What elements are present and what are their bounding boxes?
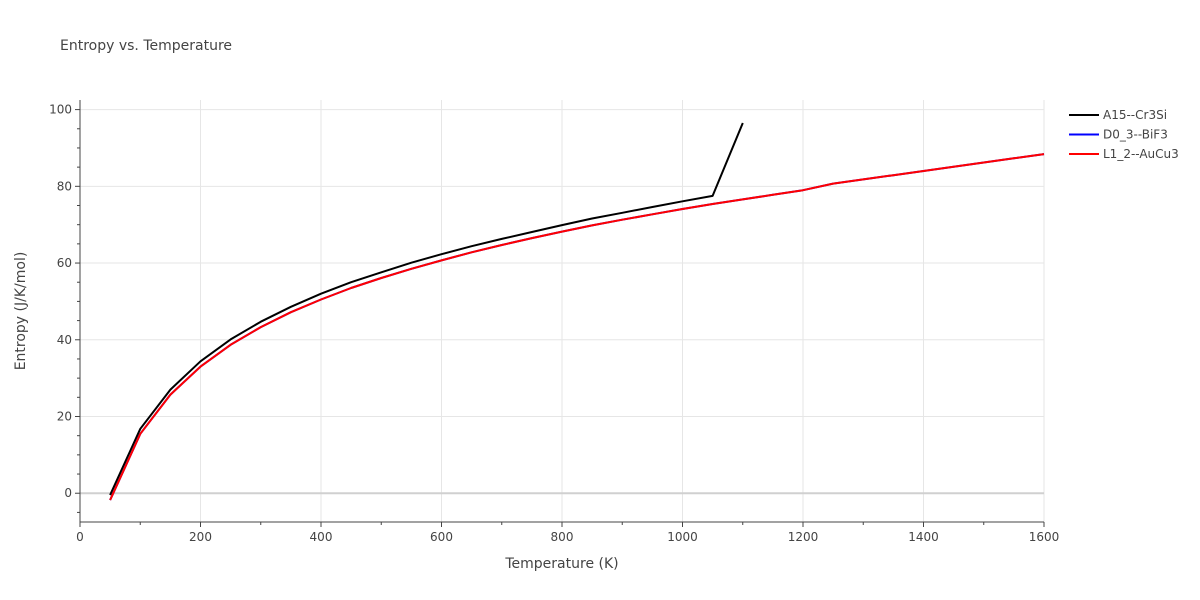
y-tick-label: 40 [57, 333, 72, 347]
y-tick-label: 0 [64, 486, 72, 500]
x-tick-label: 600 [430, 530, 453, 544]
legend-label-a15-cr3si: A15--Cr3Si [1103, 108, 1167, 122]
x-tick-label: 200 [189, 530, 212, 544]
x-axis-title: Temperature (K) [504, 556, 618, 572]
grid-lines [80, 100, 1045, 522]
legend-label-l1-2-aucu3: L1_2--AuCu3 [1103, 147, 1179, 161]
x-tick-label: 1400 [908, 530, 939, 544]
x-tick-label: 1200 [788, 530, 819, 544]
y-axis-title: Entropy (J/K/mol) [13, 252, 29, 371]
x-tick-label: 400 [310, 530, 333, 544]
y-tick-label: 80 [57, 179, 72, 193]
x-tick-label: 1000 [667, 530, 698, 544]
series-lines [109, 122, 1045, 501]
x-tick-label: 1600 [1029, 530, 1060, 544]
series-line-l1-2-aucu3 [109, 153, 1045, 501]
x-tick-label: 0 [76, 530, 84, 544]
y-tick-label: 60 [57, 256, 72, 270]
legend-label-d0-3-bif3: D0_3--BiF3 [1103, 128, 1168, 142]
legend[interactable]: A15--Cr3Si D0_3--BiF3 L1_2--AuCu3 [1069, 108, 1179, 161]
y-tick-label: 100 [49, 103, 72, 117]
series-line-a15-cr3si [109, 122, 744, 496]
x-tick-label: 800 [551, 530, 574, 544]
axes: 0 200 400 600 800 1000 1200 1400 1600 0 20 40 60 80 10… [49, 100, 1059, 544]
chart-title: Entropy vs. Temperature [60, 38, 232, 54]
y-tick-label: 20 [57, 410, 72, 424]
